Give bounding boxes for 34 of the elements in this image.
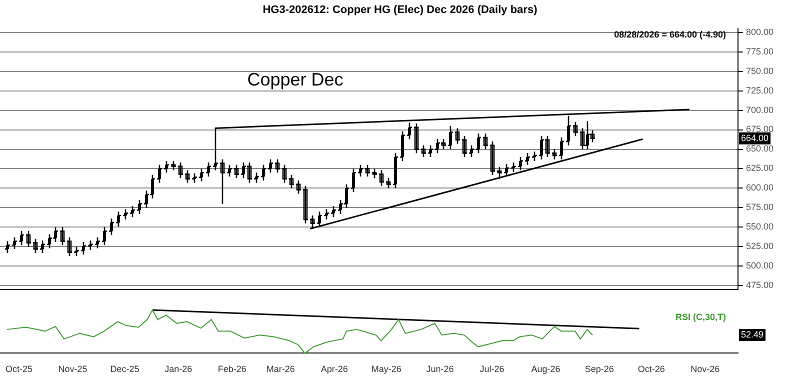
y-tick-label: 650.00: [746, 144, 774, 154]
y-tick-label: 525.00: [746, 241, 774, 252]
x-tick-label: Aug-26: [531, 364, 560, 374]
y-tick-label: 625.00: [746, 163, 774, 174]
y-tick-label: 500.00: [746, 260, 774, 271]
y-tick-label: 600.00: [746, 182, 774, 193]
x-tick-label: Jul-26: [480, 364, 504, 374]
x-tick-label: Jan-26: [164, 364, 192, 374]
x-tick-label: Nov-25: [58, 364, 88, 374]
x-tick-label: Oct-25: [6, 364, 33, 374]
chart-title: HG3-202612: Copper HG (Elec) Dec 2026 (Daily bars): [262, 3, 538, 18]
x-tick-label: Oct-26: [638, 364, 665, 374]
y-tick-label: 800.00: [746, 26, 774, 37]
x-tick-label: Feb-26: [218, 364, 246, 374]
y-tick-label: 550.00: [746, 222, 774, 232]
y-tick-label: 775.00: [746, 46, 774, 56]
x-tick-label: Apr-26: [320, 364, 348, 374]
y-tick-label: 675.00: [746, 124, 774, 134]
text: RSI (C,30,T): [675, 312, 726, 322]
y-tick-label: 475.00: [746, 280, 774, 290]
y-tick-label: 750.00: [746, 66, 774, 76]
text: 664.00: [741, 132, 769, 143]
y-tick-label: 700.00: [746, 104, 774, 115]
x-tick-label: May-26: [371, 364, 402, 374]
y-tick-label: 575.00: [746, 202, 774, 212]
x-tick-label: Jun-26: [426, 364, 454, 374]
text: 52.49: [741, 330, 764, 340]
x-tick-label: Nov-26: [690, 364, 720, 374]
x-tick-label: Dec-25: [110, 364, 140, 374]
x-tick-label: Sep-26: [584, 364, 614, 374]
x-tick-label: Mar-26: [266, 364, 295, 374]
y-tick-label: 725.00: [746, 85, 774, 96]
annotation: Copper Dec: [247, 69, 344, 90]
annotation: 08/28/2026 = 664.00 (-4.90): [614, 29, 726, 40]
